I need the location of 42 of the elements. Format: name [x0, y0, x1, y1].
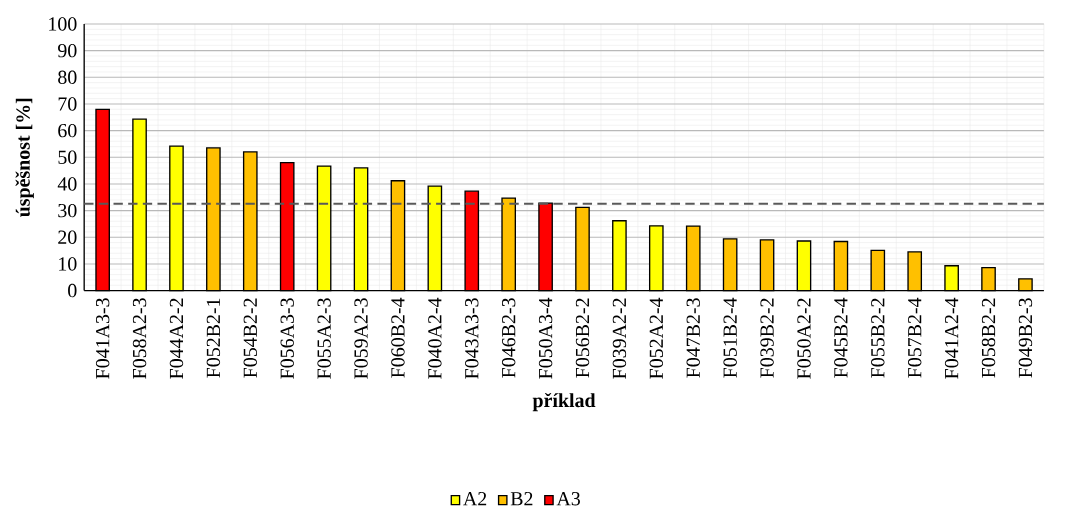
- y-tick-label: 100: [49, 17, 77, 31]
- y-tick-label: 80: [58, 70, 77, 85]
- x-tick-label: F057B2-4: [907, 297, 922, 378]
- legend-label: A3: [556, 492, 580, 506]
- x-tick-label: F040A2-4: [428, 297, 442, 379]
- y-tick-label: 10: [59, 257, 77, 271]
- x-tick-label: F058B2-2: [981, 298, 996, 378]
- x-axis-title: příklad: [532, 393, 596, 412]
- x-tick-label: F055B2-2: [871, 298, 885, 378]
- x-tick-label: F039B2-2: [760, 298, 774, 378]
- y-tick-label: 40: [57, 177, 77, 191]
- x-tick-label: F052B2-1: [206, 298, 221, 378]
- x-tick-label: F059A2-3: [354, 298, 368, 379]
- legend-label: B2: [510, 492, 533, 506]
- x-tick-label: F049B2-3: [1018, 298, 1033, 378]
- x-tick-label: F056A3-3: [280, 298, 294, 379]
- x-tick-label: F058A2-3: [132, 298, 147, 379]
- x-tick-label: F055A2-3: [317, 298, 331, 379]
- y-tick-label: 20: [58, 230, 77, 245]
- x-tick-label: F051B2-4: [723, 297, 737, 378]
- y-tick-label: 70: [58, 97, 77, 111]
- x-tick-label: F041A2-4: [944, 297, 959, 379]
- y-tick-label: 0: [68, 283, 77, 298]
- x-tick-label: F052A2-4: [649, 297, 664, 379]
- x-tick-label: F043A3-3: [465, 298, 479, 379]
- x-tick-label: F045B2-4: [834, 297, 848, 378]
- y-tick-label: 50: [58, 150, 77, 165]
- y-tick-label: 90: [58, 44, 77, 58]
- y-axis-title: úspěšnost [%]: [15, 98, 34, 218]
- y-tick-label: 60: [58, 123, 77, 138]
- x-tick-label: F039A2-2: [612, 298, 627, 379]
- x-tick-label: F050A3-4: [538, 297, 553, 379]
- y-tick-label: 30: [58, 203, 77, 218]
- x-tick-label: F054B2-2: [243, 298, 257, 378]
- x-tick-label: F046B2-3: [501, 298, 516, 378]
- legend-label: A2: [463, 492, 487, 506]
- x-tick-label: F050A2-2: [797, 298, 811, 379]
- x-tick-label: F044A2-2: [169, 298, 184, 379]
- x-tick-label: F056B2-2: [575, 298, 590, 378]
- x-tick-label: F047B2-3: [686, 298, 700, 378]
- x-tick-label: F060B2-4: [391, 297, 405, 378]
- x-tick-label: F041A3-3: [95, 298, 110, 379]
